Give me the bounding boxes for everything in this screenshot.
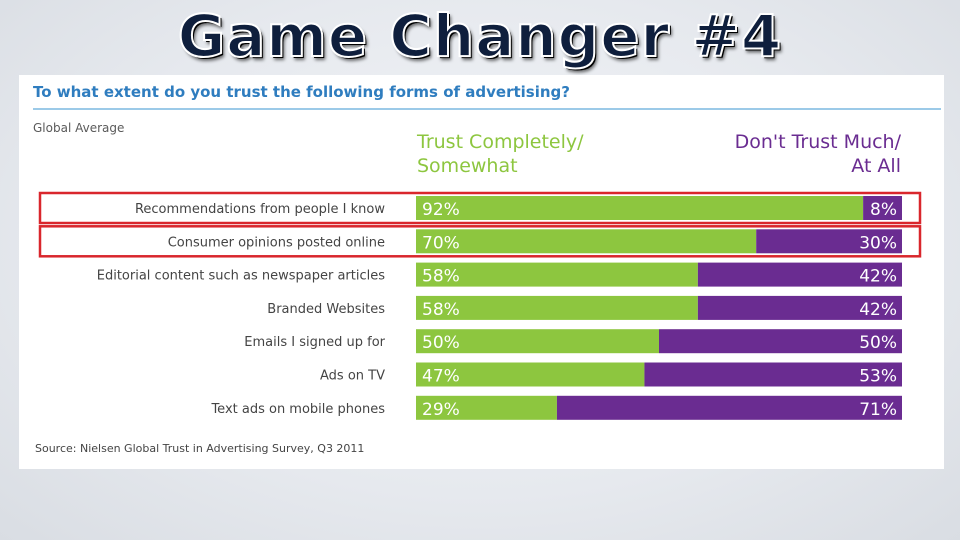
data-label-trust: 70% [422,233,460,253]
bar-trust [416,262,698,287]
data-label-dont-trust: 50% [859,333,897,353]
slide-title: Game Changer #4 [177,1,783,71]
data-label-dont-trust: 8% [870,200,897,220]
data-label-trust: 92% [422,200,460,220]
bar-trust [416,395,557,420]
data-label-trust: 58% [422,300,460,320]
category-label: Ads on TV [320,369,385,384]
legend-dont-trust-line2: At All [851,155,901,177]
data-label-trust: 58% [422,267,460,287]
data-label-dont-trust: 42% [859,267,897,287]
bar-dont-trust [697,262,902,287]
data-label-dont-trust: 71% [859,400,897,420]
bar-trust [416,329,659,354]
chart-panel: To what extent do you trust the followin… [19,75,944,469]
chart-question: To what extent do you trust the followin… [33,83,570,101]
bar-trust [416,196,864,220]
category-label: Branded Websites [267,302,385,317]
bar-trust [416,362,645,387]
category-label: Editorial content such as newspaper arti… [97,269,385,284]
category-label: Recommendations from people I know [135,202,385,217]
data-label-dont-trust: 53% [859,367,897,387]
chart-subheading: Global Average [33,121,125,135]
bar-dont-trust [644,362,902,387]
bar-dont-trust [556,395,902,420]
highlight-box [38,225,922,258]
legend-trust: Trust Completely/ Somewhat [417,130,584,178]
data-label-dont-trust: 42% [859,300,897,320]
highlight-box [38,191,922,225]
bar-trust [416,229,757,254]
legend-trust-line2: Somewhat [417,155,518,177]
bar-dont-trust [659,329,902,354]
data-label-trust: 47% [422,367,460,387]
bar-trust [416,295,698,320]
category-label: Emails I signed up for [244,335,385,350]
stacked-bar-chart: Recommendations from people I know 92% 8% C… [38,191,922,420]
legend-trust-line1: Trust Completely/ [417,131,584,153]
title-divider [33,108,941,110]
bar-dont-trust [756,229,902,254]
category-label: Consumer opinions posted online [168,235,385,250]
data-label-trust: 50% [422,333,460,353]
bar-dont-trust [697,295,902,320]
data-label-dont-trust: 30% [859,233,897,253]
legend-dont-trust: Don't Trust Much/ At All [735,130,901,178]
bar-dont-trust [863,196,902,220]
chart-source: Source: Nielsen Global Trust in Advertis… [35,442,365,455]
legend-dont-trust-line1: Don't Trust Much/ [734,131,901,153]
data-label-trust: 29% [422,400,460,420]
category-label: Text ads on mobile phones [210,402,385,417]
